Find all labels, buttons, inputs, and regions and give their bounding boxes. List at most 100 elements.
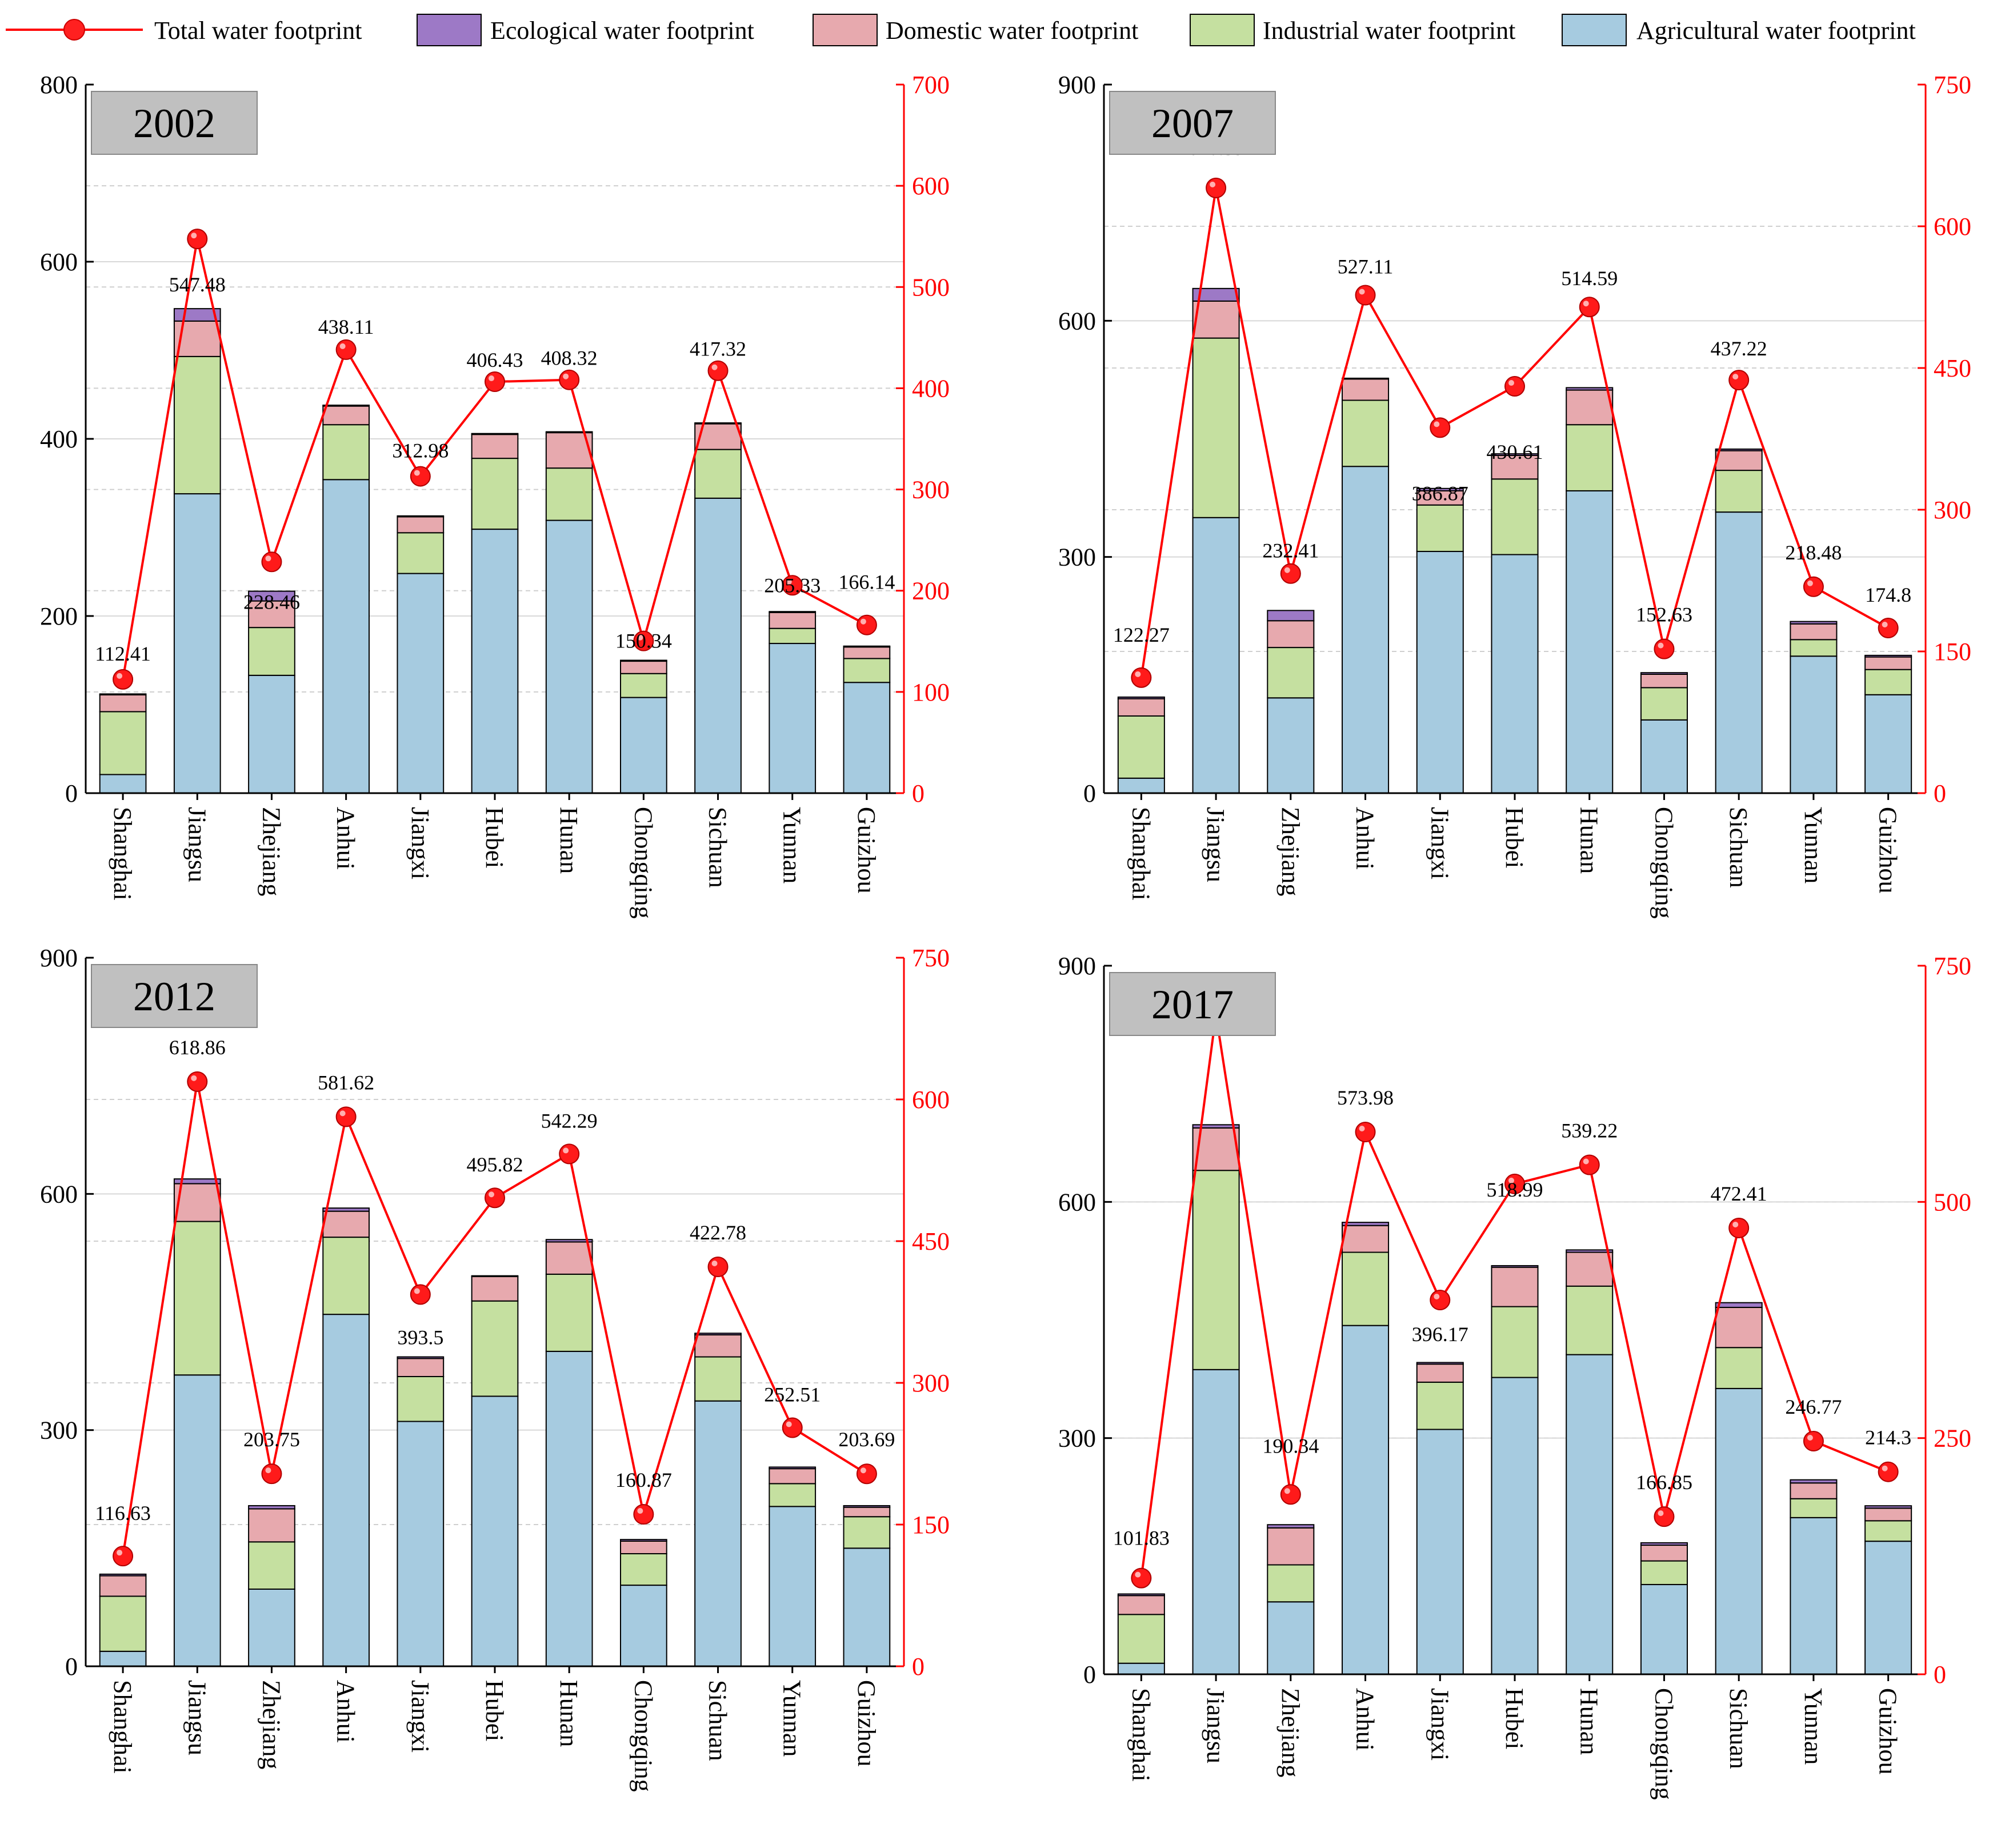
bar-industrial-chongqing — [620, 673, 667, 698]
total-marker — [485, 1187, 505, 1209]
total-marker — [187, 1071, 208, 1092]
bar-ecological-chongqing — [620, 1539, 667, 1542]
total-marker — [1654, 638, 1675, 659]
bar-industrial-hubei — [1491, 1306, 1539, 1378]
category-label-jiangxi: Jiangxi — [406, 807, 434, 879]
total-marker — [485, 371, 505, 393]
bar-ecological-hunan — [545, 1239, 593, 1243]
category-label-hunan: Hunan — [1575, 1688, 1603, 1755]
category-label-sichuan: Sichuan — [704, 1680, 732, 1761]
bar-industrial-shanghai — [1117, 715, 1165, 779]
right-tick-label: 0 — [1934, 779, 1946, 807]
bar-ecological-guizhou — [1864, 1505, 1912, 1509]
total-marker-highlight — [1508, 380, 1514, 386]
right-tick-label: 150 — [912, 1511, 950, 1539]
bar-ecological-hubei — [471, 433, 519, 435]
total-marker-highlight — [1658, 1510, 1664, 1517]
bar-industrial-jiangxi — [1416, 1381, 1464, 1430]
bar-domestic-hubei — [1491, 1266, 1539, 1307]
total-marker — [782, 1417, 803, 1438]
bar-domestic-shanghai — [1117, 698, 1165, 717]
category-label-hunan: Hunan — [555, 807, 583, 874]
total-marker-highlight — [489, 375, 494, 382]
bar-ecological-anhui — [322, 405, 370, 407]
bar-agricultural-shanghai — [99, 774, 147, 794]
bar-industrial-jiangsu — [173, 355, 221, 495]
bar-industrial-yunnan — [1790, 639, 1838, 657]
total-marker-highlight — [1807, 1435, 1813, 1441]
bar-agricultural-jiangxi — [1416, 551, 1464, 794]
bar-industrial-jiangsu — [1192, 337, 1240, 518]
bar-agricultural-jiangxi — [397, 1421, 445, 1667]
bar-domestic-yunnan — [769, 1468, 817, 1485]
bar-agricultural-hubei — [471, 529, 519, 794]
total-label: 618.86 — [169, 1036, 226, 1059]
bar-industrial-chongqing — [620, 1553, 667, 1586]
bar-domestic-jiangxi — [1416, 1363, 1464, 1383]
total-label: 408.32 — [541, 347, 598, 370]
bar-industrial-shanghai — [99, 1595, 147, 1652]
bar-industrial-anhui — [1342, 399, 1390, 467]
total-label: 218.48 — [1785, 541, 1842, 564]
year-box: 2002 — [91, 91, 258, 155]
total-label: 166.14 — [838, 571, 895, 594]
category-label-shanghai: Shanghai — [109, 1680, 137, 1774]
bar-ecological-jiangxi — [1416, 487, 1464, 491]
bar-ecological-shanghai — [99, 693, 147, 695]
legend-agricultural-label: Agricultural water footprint — [1636, 17, 1916, 45]
bar-ecological-hubei — [471, 1275, 519, 1278]
bar-agricultural-zhejiang — [1267, 697, 1315, 794]
total-marker — [410, 1284, 431, 1305]
bar-agricultural-chongqing — [620, 1585, 667, 1667]
category-label-jiangxi: Jiangxi — [1426, 1688, 1454, 1761]
bar-agricultural-jiangsu — [1192, 1369, 1240, 1675]
legend-total-label: Total water footprint — [154, 17, 362, 45]
category-label-sichuan: Sichuan — [704, 807, 732, 888]
right-tick-label: 250 — [1934, 1425, 1971, 1453]
right-tick-label: 100 — [912, 678, 950, 706]
year-box: 2017 — [1109, 972, 1276, 1036]
bar-agricultural-shanghai — [99, 1650, 147, 1667]
total-marker — [335, 339, 357, 360]
total-marker — [1131, 667, 1152, 688]
year-box-bg — [1109, 91, 1276, 155]
panel-2007: 122.27640.59232.41527.11386.87430.61514.… — [1058, 71, 1971, 919]
bar-agricultural-hunan — [545, 519, 593, 794]
bar-domestic-jiangxi — [397, 516, 445, 534]
bar-agricultural-guizhou — [843, 1547, 891, 1667]
total-marker-highlight — [191, 233, 197, 239]
left-tick-label: 300 — [1058, 543, 1096, 571]
bar-industrial-jiangsu — [173, 1221, 221, 1376]
bar-domestic-yunnan — [1790, 623, 1838, 641]
right-tick-label: 300 — [912, 1369, 950, 1397]
legend-total-marker — [63, 19, 85, 41]
year-box-bg — [91, 964, 258, 1028]
panel-2002: 112.41 547.48 228.46 438.11 312.98 406.43 408.… — [40, 71, 950, 919]
bar-domestic-guizhou — [1864, 1507, 1912, 1522]
total-label: 152.63 — [1636, 603, 1692, 626]
category-label-yunnan: Yunnan — [1799, 807, 1827, 883]
category-label-anhui: Anhui — [332, 1680, 360, 1743]
total-label: 437.22 — [1711, 337, 1767, 360]
total-marker-highlight — [711, 364, 718, 370]
total-label: 430.61 — [1487, 441, 1543, 463]
bar-industrial-anhui — [322, 424, 370, 481]
category-label-hubei: Hubei — [481, 807, 509, 869]
bar-ecological-yunnan — [769, 611, 817, 613]
total-marker-highlight — [786, 579, 792, 585]
bar-ecological-guizhou — [843, 1505, 891, 1508]
total-marker-highlight — [339, 1110, 346, 1117]
legend-domestic-swatch — [813, 14, 878, 46]
bar-ecological-anhui — [322, 1207, 370, 1212]
total-marker-highlight — [1658, 642, 1664, 649]
category-label-guizhou: Guizhou — [1874, 1688, 1902, 1775]
total-marker — [633, 1504, 654, 1525]
bar-ecological-hunan — [545, 431, 593, 434]
bar-agricultural-shanghai — [1117, 1662, 1165, 1675]
bar-domestic-guizhou — [843, 646, 891, 659]
bar-agricultural-guizhou — [1864, 1541, 1912, 1675]
total-marker — [1803, 576, 1824, 597]
bar-domestic-zhejiang — [248, 1508, 295, 1543]
total-marker — [113, 1546, 134, 1567]
left-tick-label: 600 — [40, 248, 78, 276]
